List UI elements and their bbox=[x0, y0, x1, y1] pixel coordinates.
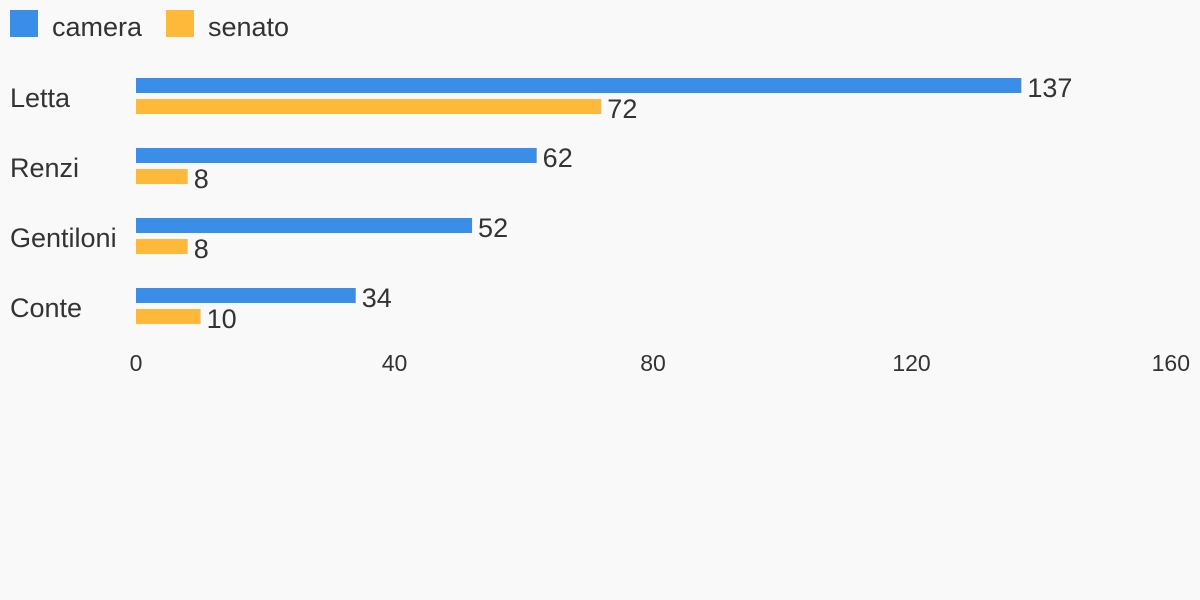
category-label-conte: Conte bbox=[10, 293, 82, 323]
bar-camera-gentiloni bbox=[136, 218, 473, 233]
bar-senato-renzi bbox=[136, 169, 188, 184]
bar-camera-letta bbox=[136, 78, 1022, 93]
value-label-senato-gentiloni: 8 bbox=[194, 234, 209, 264]
category-labels: Letta Renzi Gentiloni Conte bbox=[10, 83, 117, 323]
value-label-camera-conte: 34 bbox=[362, 283, 392, 313]
bars bbox=[136, 78, 1022, 324]
value-labels: 137 72 62 8 52 8 34 10 bbox=[194, 73, 1073, 334]
x-tick-label-120: 120 bbox=[892, 350, 930, 376]
x-tick-label-0: 0 bbox=[130, 350, 143, 376]
value-label-camera-letta: 137 bbox=[1027, 73, 1072, 103]
legend-swatch-senato bbox=[166, 10, 194, 37]
x-tick-label-80: 80 bbox=[640, 350, 666, 376]
bar-senato-letta bbox=[136, 99, 602, 114]
category-label-letta: Letta bbox=[10, 83, 71, 113]
bar-senato-conte bbox=[136, 309, 201, 324]
category-label-renzi: Renzi bbox=[10, 153, 79, 183]
bar-camera-renzi bbox=[136, 148, 537, 163]
legend-swatch-camera bbox=[10, 10, 38, 37]
x-tick-label-160: 160 bbox=[1152, 350, 1190, 376]
x-tick-label-40: 40 bbox=[382, 350, 408, 376]
bar-senato-gentiloni bbox=[136, 239, 188, 254]
bar-camera-conte bbox=[136, 288, 356, 303]
legend: camera senato bbox=[10, 10, 289, 42]
legend-label-camera: camera bbox=[52, 12, 143, 42]
legend-label-senato: senato bbox=[208, 12, 289, 42]
x-axis-ticks: 0 40 80 120 160 bbox=[130, 350, 1190, 376]
value-label-senato-letta: 72 bbox=[607, 94, 637, 124]
value-label-senato-conte: 10 bbox=[207, 304, 237, 334]
value-label-senato-renzi: 8 bbox=[194, 164, 209, 194]
category-label-gentiloni: Gentiloni bbox=[10, 223, 117, 253]
value-label-camera-renzi: 62 bbox=[543, 143, 573, 173]
value-label-camera-gentiloni: 52 bbox=[478, 213, 508, 243]
